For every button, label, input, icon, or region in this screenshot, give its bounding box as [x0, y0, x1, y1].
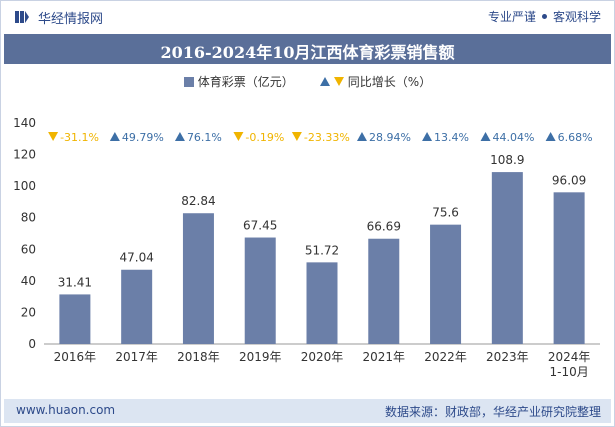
x-tick-label: 2023年	[486, 350, 529, 364]
bar	[244, 237, 276, 344]
footer-website[interactable]: www.huaon.com	[16, 403, 116, 417]
y-tick-label: 140	[13, 116, 36, 130]
bar	[59, 294, 91, 344]
chart-legend: 体育彩票（亿元） 同比增长（%）	[0, 73, 615, 90]
y-tick-label: 20	[21, 305, 36, 319]
x-tick-label: 2019年	[239, 350, 282, 364]
tagline-1: 专业严谨	[487, 10, 536, 24]
growth-label: 28.94%	[369, 131, 411, 144]
separator-dot-icon	[541, 14, 547, 19]
footer-source: 数据来源：财政部，华经产业研究院整理	[384, 405, 601, 419]
bar-value-label: 31.41	[58, 275, 92, 289]
x-tick-label: 1-10月	[549, 365, 588, 379]
bar-value-label: 67.45	[243, 219, 277, 233]
growth-label: -23.33%	[304, 131, 350, 144]
growth-up-triangle-icon	[356, 132, 367, 141]
growth-label: 49.79%	[122, 131, 164, 144]
bar-value-label: 82.84	[181, 194, 215, 208]
growth-up-triangle-icon	[174, 132, 185, 141]
tagline: 专业严谨 客观科学	[488, 8, 601, 25]
growth-up-triangle-icon	[480, 132, 491, 141]
growth-label: 76.1%	[187, 131, 222, 144]
bar	[121, 269, 153, 344]
legend-item-sales: 体育彩票（亿元）	[183, 73, 294, 90]
y-tick-label: 100	[13, 179, 36, 193]
bar	[491, 172, 523, 344]
bar-value-label: 96.09	[552, 173, 586, 187]
bar-value-label: 108.9	[490, 153, 524, 167]
x-tick-label: 2020年	[301, 350, 344, 364]
brand-logo-icon	[15, 11, 29, 23]
y-tick-label: 120	[13, 148, 36, 162]
bar	[553, 192, 585, 344]
bar	[306, 262, 338, 344]
legend-label-sales: 体育彩票（亿元）	[197, 75, 294, 89]
growth-up-triangle-icon	[109, 132, 120, 141]
y-tick-label: 0	[28, 337, 36, 351]
growth-up-triangle-icon	[545, 132, 556, 141]
bar-value-label: 75.6	[432, 206, 459, 220]
y-tick-label: 40	[21, 274, 36, 288]
x-tick-label: 2016年	[54, 350, 97, 364]
growth-label: -31.1%	[60, 131, 99, 144]
growth-label: -0.19%	[245, 131, 284, 144]
growth-label: 44.04%	[493, 131, 535, 144]
legend-down-triangle-icon	[333, 77, 344, 86]
y-tick-label: 60	[21, 242, 36, 256]
bar	[182, 213, 214, 344]
legend-bar-swatch-icon	[183, 76, 194, 87]
tagline-2: 客观科学	[552, 10, 601, 24]
growth-label: 13.4%	[434, 131, 469, 144]
legend-up-triangle-icon	[319, 77, 330, 86]
y-tick-label: 80	[21, 211, 36, 225]
x-tick-label: 2024年	[548, 350, 591, 364]
footer-bar: www.huaon.com 数据来源：财政部，华经产业研究院整理	[4, 399, 611, 423]
growth-down-triangle-icon	[291, 132, 302, 141]
x-tick-label: 2022年	[424, 350, 467, 364]
legend-label-growth: 同比增长（%）	[347, 75, 432, 89]
bar-value-label: 51.72	[305, 243, 339, 257]
legend-item-growth: 同比增长（%）	[319, 73, 432, 90]
bar	[368, 238, 400, 344]
x-tick-label: 2017年	[115, 350, 158, 364]
top-bar: 华经情报网 专业严谨 客观科学	[0, 0, 615, 34]
growth-label: 6.68%	[558, 131, 593, 144]
chart-title: 2016-2024年10月江西体育彩票销售额	[160, 43, 455, 62]
x-tick-label: 2021年	[363, 350, 406, 364]
brand-name: 华经情报网	[38, 12, 104, 27]
growth-up-triangle-icon	[422, 132, 433, 141]
growth-down-triangle-icon	[233, 132, 244, 141]
bar-value-label: 66.69	[367, 220, 401, 234]
bar-value-label: 47.04	[119, 251, 153, 265]
x-tick-label: 2018年	[177, 350, 220, 364]
title-bar: 2016-2024年10月江西体育彩票销售额	[4, 34, 611, 64]
growth-down-triangle-icon	[48, 132, 59, 141]
bar	[430, 224, 462, 344]
